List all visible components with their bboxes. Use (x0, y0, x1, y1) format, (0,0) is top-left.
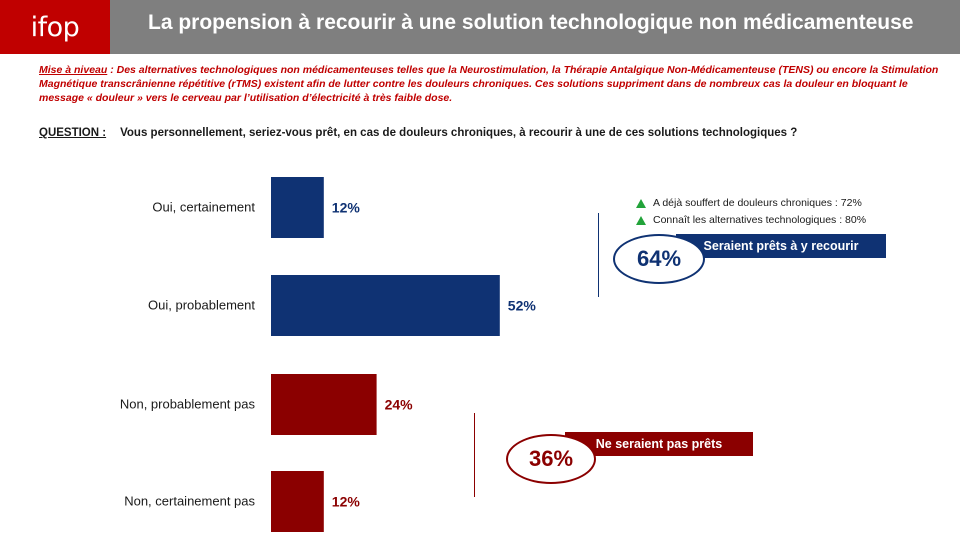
notes: A déjà souffert de douleurs chroniques :… (636, 195, 866, 229)
header-bar: ifop La propension à recourir à une solu… (0, 0, 960, 54)
negative-callout-label: Ne seraient pas prêts (595, 437, 723, 451)
positive-callout-label: Seraient prêts à y recourir (703, 239, 859, 253)
value-label: 12% (332, 494, 361, 510)
note-row: Connaît les alternatives technologiques … (636, 212, 866, 229)
question-text: Vous personnellement, seriez-vous prêt, … (120, 127, 798, 139)
positive-bracket-line (598, 213, 599, 297)
note-text: Connaît les alternatives technologiques … (653, 214, 867, 226)
intro-body: : Des alternatives technologiques non mé… (39, 64, 939, 104)
positive-callout-oval: 64% (613, 234, 705, 284)
negative-callout-oval: 36% (506, 434, 596, 484)
bar (271, 275, 500, 336)
bar (271, 374, 377, 435)
up-triangle-icon (636, 216, 646, 225)
category-label: Non, probablement pas (120, 397, 256, 412)
category-label: Oui, certainement (152, 200, 255, 215)
value-label: 52% (508, 298, 537, 314)
note-row: A déjà souffert de douleurs chroniques :… (636, 195, 866, 212)
category-label: Oui, probablement (148, 298, 255, 313)
category-label: Non, certainement pas (124, 494, 255, 509)
intro-text: Mise à niveau : Des alternatives technol… (39, 63, 939, 105)
page-title: La propension à recourir à une solution … (148, 11, 914, 34)
negative-bracket-line (474, 413, 475, 497)
up-triangle-icon (636, 199, 646, 208)
positive-callout-value: 64% (636, 246, 682, 271)
intro-label: Mise à niveau (39, 64, 108, 76)
question-label: QUESTION : (39, 127, 107, 139)
bar (271, 177, 324, 238)
value-label: 12% (332, 200, 361, 216)
bar (271, 471, 324, 532)
note-text: A déjà souffert de douleurs chroniques :… (653, 197, 862, 209)
question: QUESTION : Vous personnellement, seriez-v… (39, 127, 939, 139)
negative-callout-banner: Ne seraient pas prêts (565, 432, 753, 456)
negative-callout-value: 36% (528, 446, 574, 471)
ifop-logo: ifop (0, 0, 110, 54)
positive-callout-banner: Seraient prêts à y recourir (676, 234, 886, 258)
value-label: 24% (385, 397, 414, 413)
